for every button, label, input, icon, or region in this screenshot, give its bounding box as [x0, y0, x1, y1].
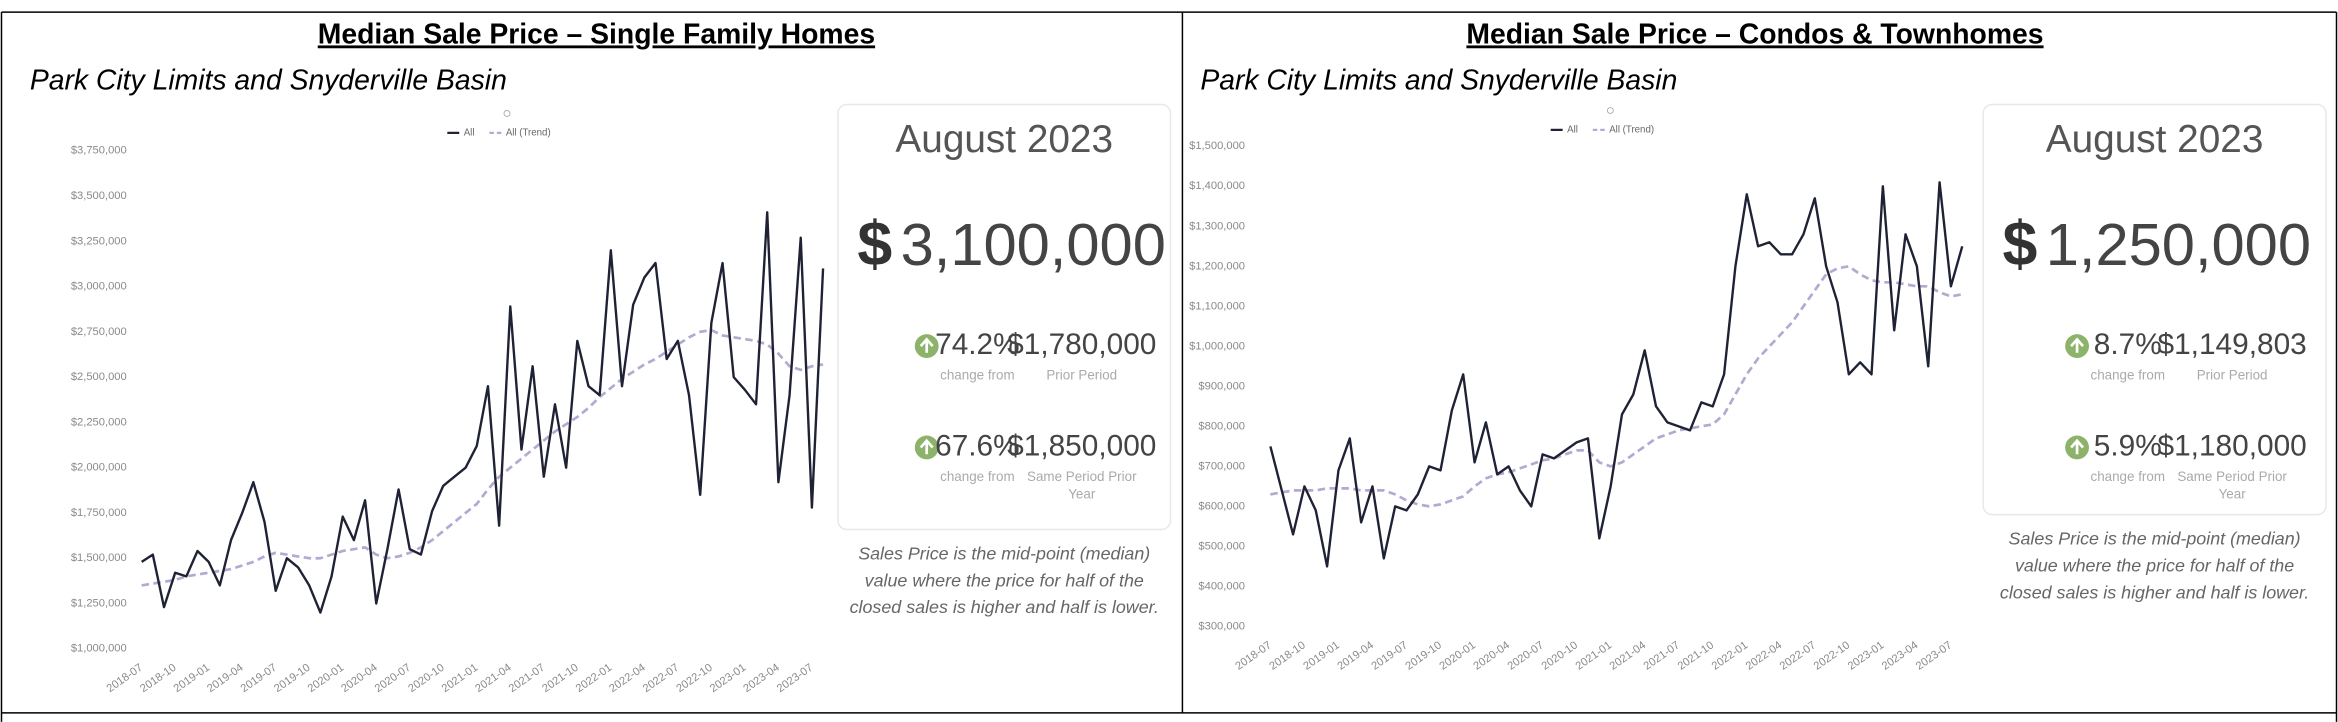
stats-card	[1982, 103, 2327, 516]
compare-caption: Prior Period	[2197, 367, 2268, 382]
series-line	[141, 328, 824, 587]
legend-label: All (Trend)	[506, 127, 551, 138]
note-line: Sales Price is the mid-point (median)	[858, 544, 1150, 564]
y-tick-label: $1,250,000	[71, 597, 127, 609]
y-tick-label: $300,000	[1198, 620, 1245, 632]
up-arrow	[2070, 438, 2085, 455]
up-arrow	[919, 438, 934, 455]
zoom-icon	[503, 110, 511, 117]
y-tick-label: $2,250,000	[71, 416, 127, 428]
compare-caption: Year	[2219, 487, 2247, 502]
series-line	[1269, 181, 1964, 568]
note-line: closed sales is higher and half is lower…	[2000, 582, 2309, 602]
stats-card	[837, 103, 1172, 531]
compare-value: $1,780,000	[1007, 328, 1156, 361]
compare-value: $1,180,000	[2158, 429, 2307, 462]
stats-period: August 2023	[895, 118, 1113, 161]
y-tick-label: $2,750,000	[71, 326, 127, 338]
up-arrow	[2070, 337, 2085, 353]
stats-period: August 2023	[2046, 118, 2264, 161]
y-tick-label: $1,000,000	[71, 643, 127, 655]
y-tick-label: $3,750,000	[71, 145, 127, 157]
legend-label: All (Trend)	[1609, 124, 1654, 135]
up-arrow	[919, 337, 934, 353]
compare-caption: Same Period Prior	[2177, 469, 2287, 484]
note-line: Sales Price is the mid-point (median)	[2009, 529, 2301, 549]
compare-value: $1,149,803	[2158, 328, 2307, 361]
y-tick-label: $900,000	[1198, 380, 1245, 392]
panel-subtitle: Park City Limits and Snyderville Basin	[30, 65, 507, 97]
compare-caption: Year	[1068, 487, 1096, 502]
compare-caption: Same Period Prior	[1027, 469, 1137, 484]
change-caption: change from	[2090, 367, 2165, 382]
legend-label: All	[464, 127, 475, 138]
panel-subtitle: Park City Limits and Snyderville Basin	[1200, 65, 1677, 97]
y-tick-label: $400,000	[1198, 580, 1245, 592]
change-caption: change from	[940, 469, 1015, 484]
y-tick-label: $3,250,000	[71, 235, 127, 247]
compare-value: $1,850,000	[1007, 429, 1156, 462]
panel-title: Median Sale Price – Single Family Homes	[318, 18, 875, 50]
change-percent: 67.6%	[935, 429, 1020, 462]
legend-label: All	[1567, 124, 1578, 135]
series-line	[1270, 264, 1963, 508]
y-tick-label: $2,500,000	[71, 371, 127, 383]
y-tick-label: $1,200,000	[1189, 260, 1245, 272]
y-tick-label: $1,500,000	[71, 552, 127, 564]
y-tick-label: $500,000	[1198, 540, 1245, 552]
note-line: closed sales is higher and half is lower…	[850, 597, 1159, 617]
series-line	[141, 211, 825, 614]
stats-value: 1,250,000	[2046, 211, 2311, 278]
y-tick-label: $700,000	[1198, 460, 1245, 472]
y-tick-label: $600,000	[1198, 500, 1245, 512]
compare-caption: Prior Period	[1046, 367, 1117, 382]
y-tick-label: $1,300,000	[1189, 220, 1245, 232]
stats-currency: $	[2003, 210, 2038, 280]
note-line: value where the price for half of the	[865, 570, 1144, 590]
y-tick-label: $1,400,000	[1189, 180, 1245, 192]
zoom-icon	[1606, 107, 1614, 114]
change-caption: change from	[2090, 469, 2165, 484]
note-line: value where the price for half of the	[2015, 555, 2294, 575]
panel-title: Median Sale Price – Condos & Townhomes	[1466, 18, 2043, 50]
y-tick-label: $1,000,000	[1189, 340, 1245, 352]
y-tick-label: $1,750,000	[71, 507, 127, 519]
stats-value: 3,100,000	[901, 211, 1166, 278]
change-percent: 74.2%	[935, 328, 1020, 361]
stats-currency: $	[857, 210, 892, 280]
y-tick-label: $3,500,000	[71, 190, 127, 202]
y-tick-label: $1,100,000	[1189, 300, 1245, 312]
change-percent: 8.7%	[2094, 328, 2162, 361]
y-tick-label: $3,000,000	[71, 281, 127, 293]
change-percent: 5.9%	[2094, 429, 2162, 462]
change-caption: change from	[940, 367, 1015, 382]
y-tick-label: $1,500,000	[1189, 140, 1245, 152]
y-tick-label: $800,000	[1198, 420, 1245, 432]
y-tick-label: $2,000,000	[71, 462, 127, 474]
